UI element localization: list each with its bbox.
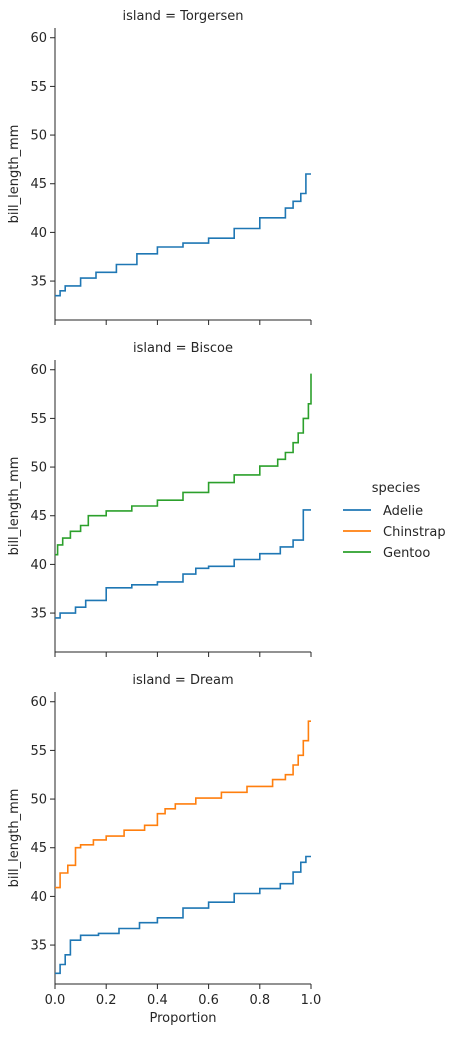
y-tick-label: 60	[30, 695, 47, 710]
facet-panel: island = Torgersen bill_length_mm 35 40 45 50…	[7, 9, 312, 325]
x-tick-label: 0.8	[249, 993, 270, 1008]
series-line-gentoo	[55, 373, 312, 556]
y-tick-label: 55	[30, 80, 47, 95]
x-tick-label: 0.0	[45, 993, 66, 1008]
legend-label-gentoo: Gentoo	[383, 546, 430, 561]
y-tick-label: 40	[30, 890, 47, 905]
y-axis-label: bill_length_mm	[7, 125, 22, 224]
y-tick-label: 60	[30, 31, 47, 46]
series-line-adelie	[55, 855, 311, 975]
y-tick-label: 50	[30, 461, 47, 476]
y-axis-label: bill_length_mm	[7, 789, 22, 888]
y-tick-label: 40	[30, 558, 47, 573]
series-line-chinstrap	[55, 720, 311, 889]
facet-panels: island = Torgersen bill_length_mm 35 40 45 50…	[7, 9, 321, 1026]
x-axis-label: Proportion	[149, 1011, 216, 1026]
y-tick-label: 55	[30, 412, 47, 427]
x-tick-label: 1.0	[301, 993, 322, 1008]
legend: species Adelie Chinstrap Gentoo	[343, 481, 446, 561]
y-tick-label: 45	[30, 841, 47, 856]
panel-title: island = Biscoe	[133, 341, 233, 356]
x-tick-label: 0.4	[147, 993, 168, 1008]
panel-title: island = Dream	[132, 673, 233, 688]
y-tick-label: 40	[30, 226, 47, 241]
series-line-adelie	[55, 173, 311, 297]
y-tick-label: 50	[30, 129, 47, 144]
y-tick-label: 35	[30, 939, 47, 954]
legend-entries: Adelie Chinstrap Gentoo	[343, 504, 446, 561]
y-tick-label: 60	[30, 363, 47, 378]
series-line-adelie	[55, 509, 311, 619]
panel-title: island = Torgersen	[122, 9, 243, 24]
x-tick-label: 0.2	[96, 993, 117, 1008]
y-tick-label: 45	[30, 177, 47, 192]
legend-label-chinstrap: Chinstrap	[383, 525, 446, 540]
legend-title: species	[372, 481, 421, 496]
facet-panel: island = Dream bill_length_mm 35 40 45 50 55 60…	[7, 673, 321, 1026]
x-tick-label: 0.6	[198, 993, 219, 1008]
y-axis-label: bill_length_mm	[7, 457, 22, 556]
y-tick-label: 55	[30, 744, 47, 759]
y-tick-label: 35	[30, 607, 47, 622]
y-tick-label: 35	[30, 275, 47, 290]
y-tick-label: 50	[30, 793, 47, 808]
y-tick-label: 45	[30, 509, 47, 524]
facet-panel: island = Biscoe bill_length_mm 35 40 45 50 55 6…	[7, 341, 312, 657]
legend-label-adelie: Adelie	[383, 504, 423, 519]
